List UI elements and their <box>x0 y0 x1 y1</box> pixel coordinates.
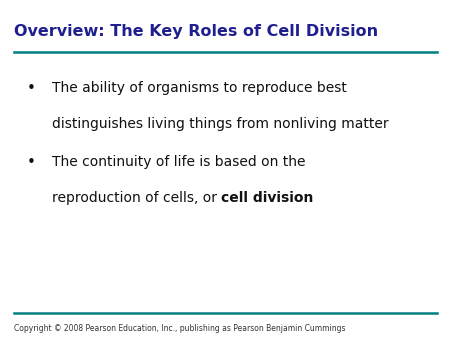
Text: reproduction of cells, or: reproduction of cells, or <box>52 191 221 205</box>
Text: distinguishes living things from nonliving matter: distinguishes living things from nonlivi… <box>52 117 388 130</box>
Text: The continuity of life is based on the: The continuity of life is based on the <box>52 155 305 169</box>
Text: Copyright © 2008 Pearson Education, Inc., publishing as Pearson Benjamin Cumming: Copyright © 2008 Pearson Education, Inc.… <box>14 324 345 334</box>
Text: •: • <box>27 81 36 96</box>
Text: •: • <box>27 155 36 170</box>
Text: Overview: The Key Roles of Cell Division: Overview: The Key Roles of Cell Division <box>14 24 378 39</box>
Text: cell division: cell division <box>221 191 314 205</box>
Text: The ability of organisms to reproduce best: The ability of organisms to reproduce be… <box>52 81 346 95</box>
